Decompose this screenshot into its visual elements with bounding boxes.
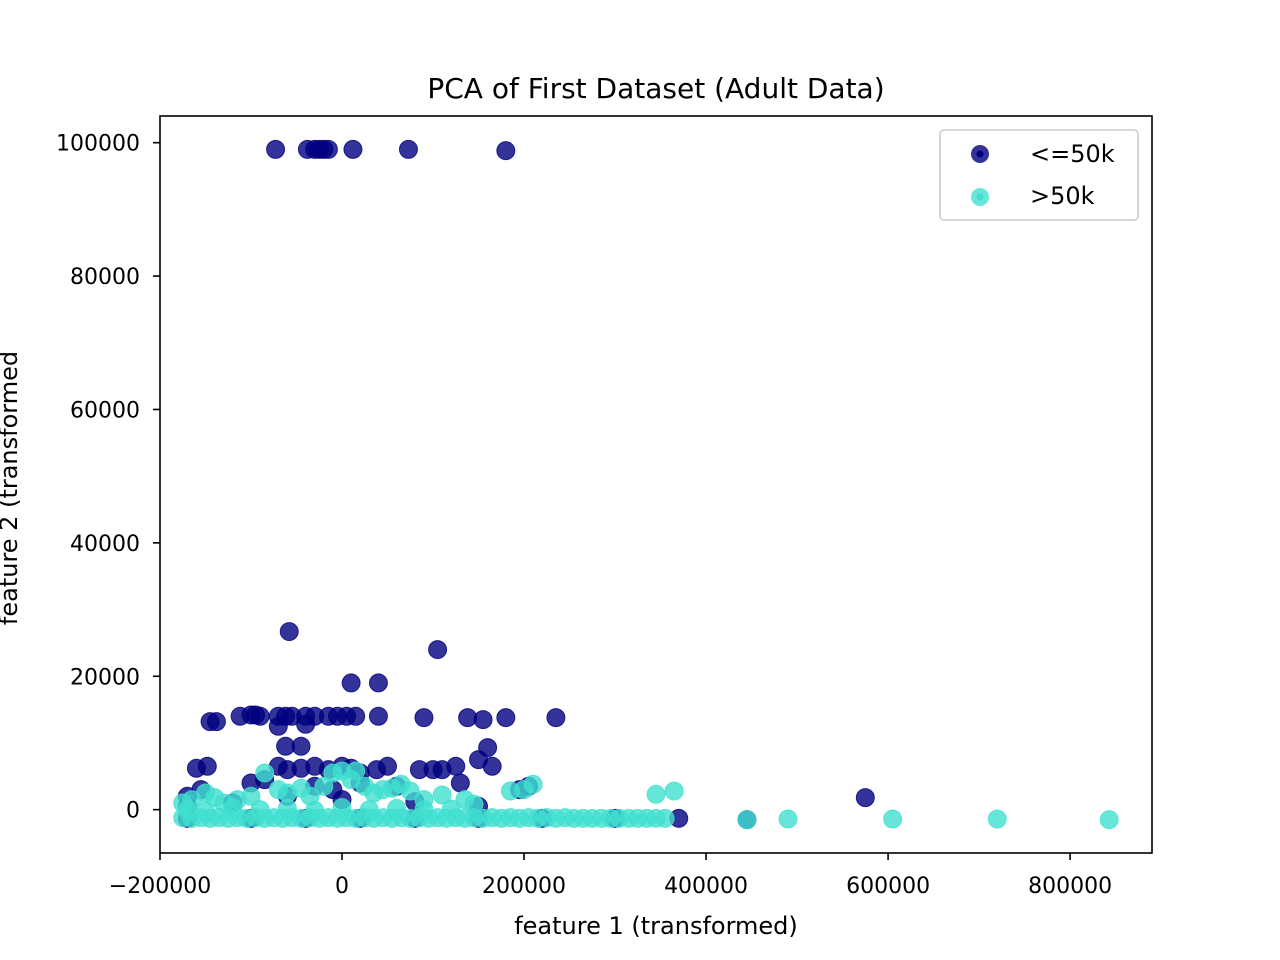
data-point (196, 801, 216, 821)
y-tick-label: 60000 (70, 398, 140, 423)
data-point (1099, 810, 1119, 830)
x-tick-label: 200000 (482, 874, 566, 899)
data-point (241, 786, 261, 806)
x-tick-label: 0 (335, 874, 349, 899)
data-point (255, 763, 275, 783)
y-axis-label: feature 2 (transformed (0, 351, 23, 625)
data-point (343, 139, 363, 159)
data-point (177, 800, 197, 820)
data-point (291, 736, 311, 756)
x-tick-label: −200000 (109, 874, 211, 899)
data-point (446, 756, 466, 776)
data-point (414, 708, 434, 728)
y-tick-label: 0 (126, 799, 140, 824)
data-point (359, 800, 379, 820)
y-tick-label: 100000 (56, 132, 140, 157)
data-point (250, 800, 270, 820)
y-axis: 0 20000 40000 60000 80000 100000 (56, 132, 160, 824)
x-tick-label: 400000 (664, 874, 748, 899)
data-point (473, 710, 493, 730)
data-point (883, 809, 903, 829)
data-point (341, 673, 361, 693)
legend: <=50k >50k (939, 129, 1139, 221)
data-point (318, 139, 338, 159)
data-point (432, 785, 452, 805)
data-point (197, 756, 217, 776)
plot-frame (159, 115, 1153, 854)
data-point (855, 788, 875, 808)
series-gt-50k (173, 761, 1119, 830)
data-point (523, 774, 543, 794)
data-point (400, 781, 420, 801)
data-point (546, 708, 566, 728)
legend-label-le-50k: <=50k (1030, 140, 1115, 168)
data-point (441, 799, 461, 819)
data-point (277, 798, 297, 818)
x-tick-label: 600000 (846, 874, 930, 899)
data-point (279, 622, 299, 642)
data-point (646, 784, 666, 804)
data-point (987, 809, 1007, 829)
data-point (378, 756, 398, 776)
data-point (778, 809, 798, 829)
data-point (206, 712, 226, 732)
x-axis: −200000 0 200000 400000 600000 800000 (109, 853, 1112, 899)
data-point (428, 640, 448, 660)
data-point (314, 776, 334, 796)
data-point (223, 798, 243, 818)
data-point (268, 716, 288, 736)
data-point (368, 673, 388, 693)
data-point (250, 706, 270, 726)
points-layer (173, 139, 1119, 830)
data-point (496, 708, 516, 728)
data-point (346, 761, 366, 781)
legend-marker-le-50k-center (976, 150, 984, 158)
x-tick-label: 800000 (1028, 874, 1112, 899)
data-point (655, 808, 675, 828)
legend-label-gt-50k: >50k (1030, 182, 1095, 210)
data-point (664, 781, 684, 801)
y-tick-label: 80000 (70, 265, 140, 290)
data-point (414, 800, 434, 820)
y-tick-label: 40000 (70, 532, 140, 557)
y-tick-label: 20000 (70, 665, 140, 690)
legend-box (939, 129, 1139, 221)
data-point (266, 139, 286, 159)
data-point (450, 773, 470, 793)
legend-marker-gt-50k-center (976, 193, 984, 201)
data-point (305, 800, 325, 820)
data-point (387, 798, 407, 818)
data-point (296, 714, 316, 734)
data-point (332, 798, 352, 818)
x-axis-label: feature 1 (transformed) (514, 912, 798, 940)
data-point (398, 139, 418, 159)
data-point (737, 810, 757, 830)
data-point (346, 706, 366, 726)
data-point (496, 141, 516, 161)
data-point (368, 706, 388, 726)
chart-title: PCA of First Dataset (Adult Data) (427, 72, 884, 105)
data-point (482, 756, 502, 776)
